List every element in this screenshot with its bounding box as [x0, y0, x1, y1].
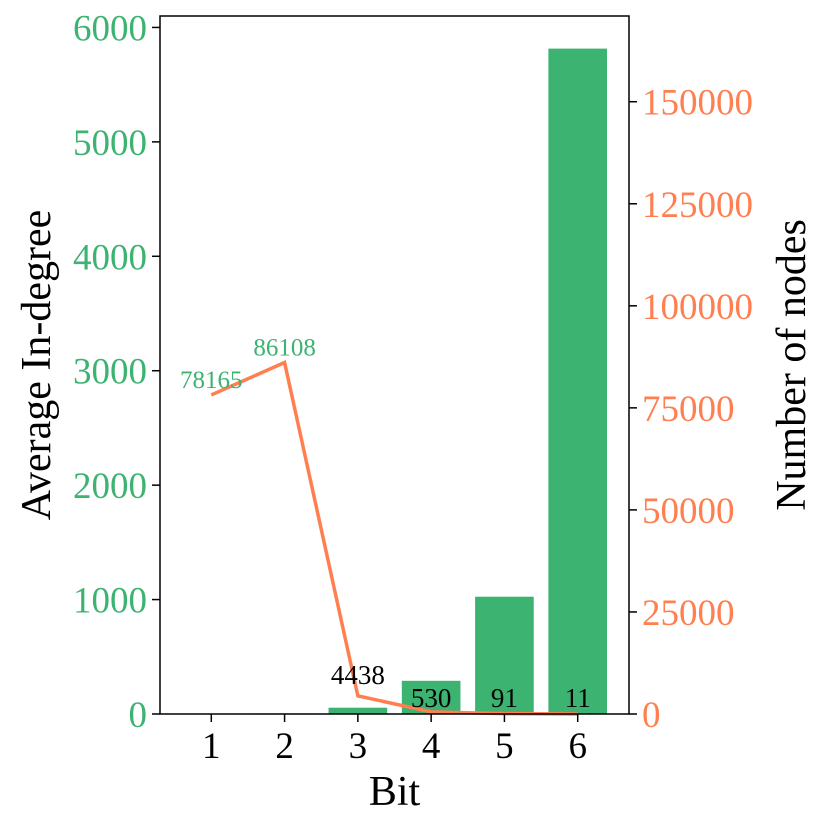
left-tick-label: 6000 [73, 8, 147, 49]
right-tick-label: 150000 [642, 83, 753, 124]
bar-5 [475, 596, 534, 714]
line-value-label-4: 530 [411, 683, 452, 713]
right-tick-label: 0 [642, 695, 661, 736]
plot-frame [159, 15, 630, 715]
x-tick-label: 2 [275, 726, 294, 767]
left-tick-label: 1000 [73, 581, 147, 622]
line-value-label-2: 86108 [253, 335, 316, 362]
line-value-label-1: 78165 [180, 367, 243, 394]
x-tick-label: 3 [349, 726, 368, 767]
x-tick-label: 4 [422, 726, 441, 767]
x-tick-label: 6 [568, 726, 587, 767]
left-tick-label: 2000 [73, 466, 147, 507]
bar-6 [548, 48, 608, 715]
right-tick-label: 50000 [642, 491, 735, 532]
line-value-label-3: 4438 [331, 660, 385, 690]
x-tick-label: 5 [495, 726, 514, 767]
left-tick-label: 4000 [73, 237, 147, 278]
line-value-label-6: 11 [565, 683, 591, 713]
line-value-label-5: 91 [491, 683, 518, 713]
right-tick-label: 125000 [642, 185, 753, 226]
right-tick-label: 25000 [642, 593, 735, 634]
x-axis-title: Bit [369, 769, 421, 815]
y-axis-right-title: Number of nodes [769, 219, 815, 511]
left-tick-label: 0 [129, 695, 148, 736]
bar-3 [328, 707, 388, 714]
y-axis-left-title: Average In-degree [14, 210, 60, 521]
bars-layer [181, 48, 608, 715]
right-tick-label: 75000 [642, 389, 735, 430]
left-tick-label: 5000 [73, 123, 147, 164]
axes-layer: 0 1000 2000 3000 4000 5000 6000 0 25000 50000 7500… [73, 8, 753, 767]
right-tick-label: 100000 [642, 287, 753, 328]
x-tick-label: 1 [202, 726, 221, 767]
labels-layer: 78165 86108 4438 530 91 11 [180, 335, 591, 713]
left-tick-label: 3000 [73, 352, 147, 393]
